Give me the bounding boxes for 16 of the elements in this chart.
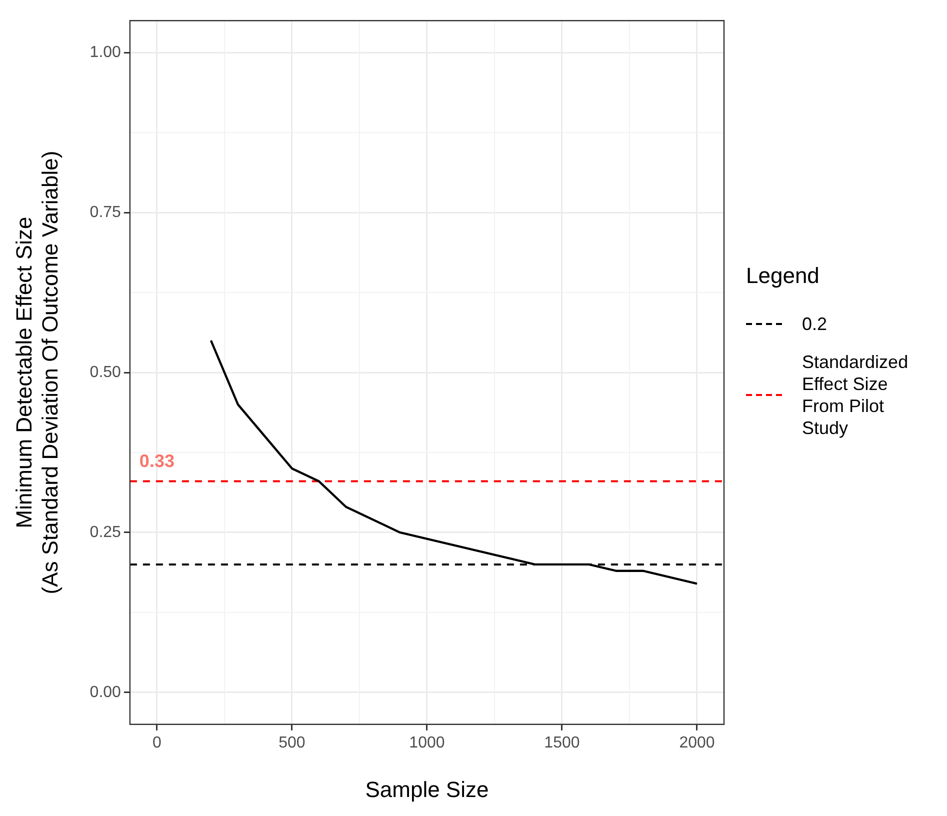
- x-tick-label: 1000: [409, 734, 445, 752]
- x-tick-label: 2000: [679, 734, 715, 752]
- x-tick-label: 1500: [544, 734, 580, 752]
- y-tick-label: 1.00: [90, 44, 122, 61]
- x-tick-label: 500: [278, 734, 306, 752]
- annotation: 0.33: [139, 451, 174, 472]
- y-tick-label: 0.75: [90, 204, 122, 221]
- legend-label: 0.2: [802, 313, 828, 335]
- legend-title: Legend: [746, 263, 820, 289]
- y-axis-title: Minimum Detectable Effect Size (As Standard Deviation Of Outcome Variable): [11, 150, 63, 594]
- y-tick-label: 0.50: [90, 364, 122, 381]
- x-tick-label: 0: [152, 734, 162, 752]
- x-axis-title: Sample Size: [365, 776, 489, 802]
- y-tick-label: 0.25: [90, 524, 122, 541]
- legend-label: Standardized Effect Size From Pilot Study: [802, 351, 910, 439]
- y-tick-label: 0.00: [90, 684, 122, 701]
